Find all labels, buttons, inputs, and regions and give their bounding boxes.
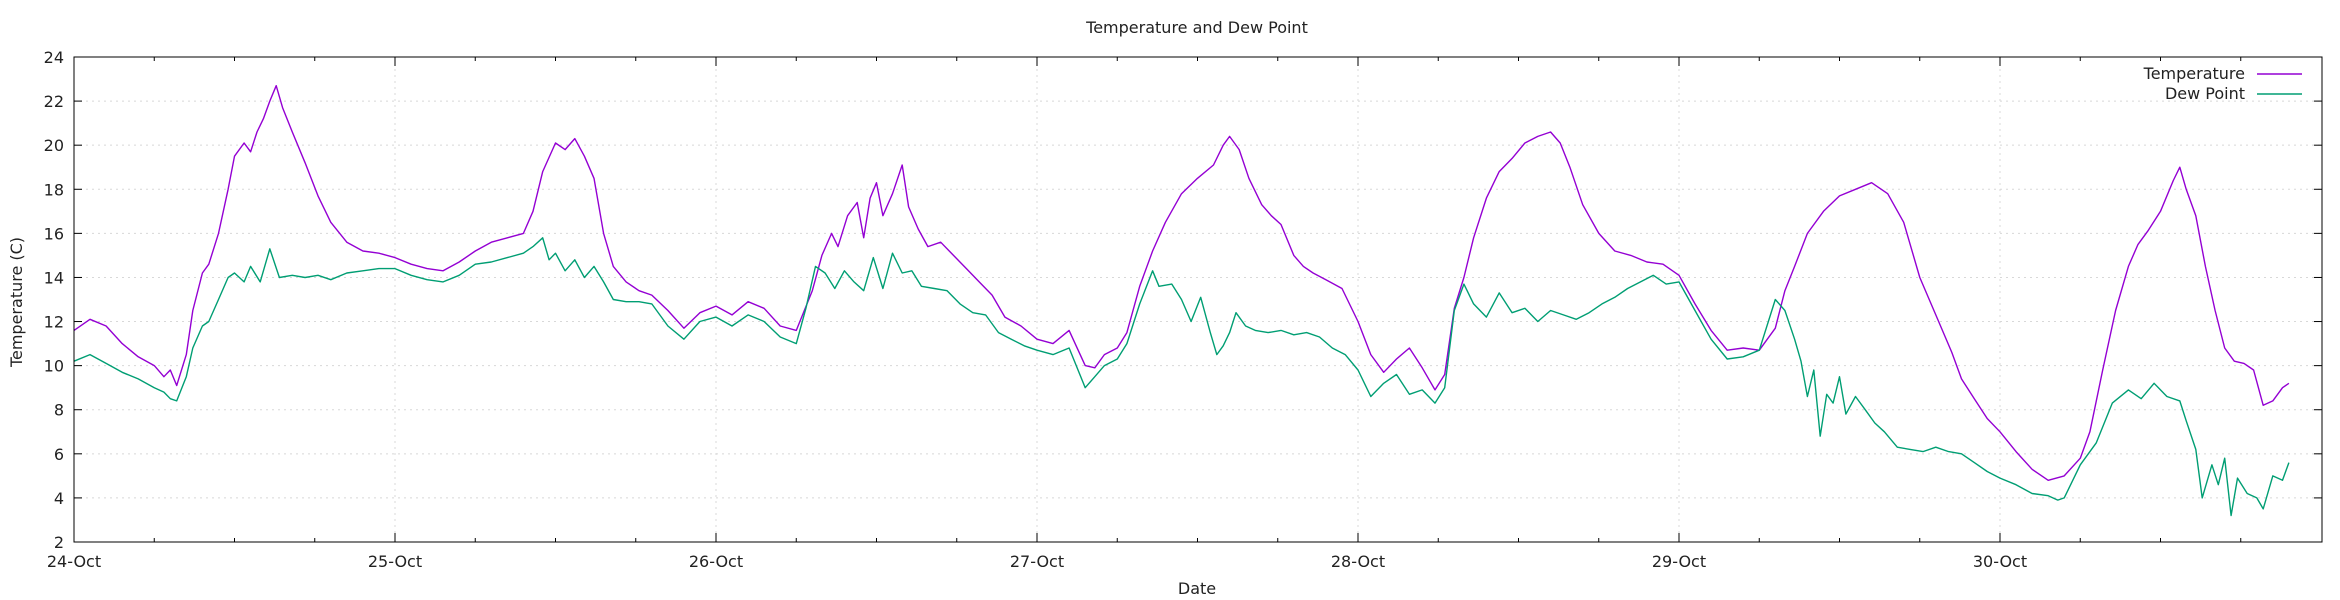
y-tick-label: 24 bbox=[44, 48, 64, 67]
chart-title: Temperature and Dew Point bbox=[1085, 18, 1308, 37]
x-tick-label: 29-Oct bbox=[1652, 552, 1706, 571]
y-tick-label: 6 bbox=[54, 445, 64, 464]
y-tick-label: 22 bbox=[44, 92, 64, 111]
x-axis: 24-Oct 25-Oct 26-Oct 27-Oct 28-Oct 29-Oct 30-O… bbox=[47, 57, 2242, 571]
y-tick-label: 2 bbox=[54, 533, 64, 552]
x-tick-label: 30-Oct bbox=[1973, 552, 2027, 571]
grid bbox=[74, 57, 2322, 542]
y-tick-label: 8 bbox=[54, 401, 64, 420]
x-tick-label: 25-Oct bbox=[368, 552, 422, 571]
legend-label: Dew Point bbox=[2165, 84, 2245, 103]
x-tick-label: 26-Oct bbox=[689, 552, 743, 571]
y-tick-label: 20 bbox=[44, 136, 64, 155]
y-tick-label: 18 bbox=[44, 180, 64, 199]
x-axis-label: Date bbox=[1178, 579, 1216, 598]
y-tick-label: 12 bbox=[44, 313, 64, 332]
series-layer bbox=[73, 85, 2290, 517]
y-axis-label: Temperature (C) bbox=[7, 237, 26, 368]
legend-label: Temperature bbox=[2143, 64, 2245, 83]
x-tick-label: 27-Oct bbox=[1010, 552, 1064, 571]
y-tick-label: 10 bbox=[44, 357, 64, 376]
series-line-temperature bbox=[73, 85, 2290, 481]
x-tick-label: 24-Oct bbox=[47, 552, 101, 571]
series-line-dew-point bbox=[73, 237, 2290, 517]
y-tick-label: 14 bbox=[44, 268, 64, 287]
x-tick-label: 28-Oct bbox=[1331, 552, 1385, 571]
y-tick-label: 16 bbox=[44, 224, 64, 243]
y-tick-label: 4 bbox=[54, 489, 64, 508]
